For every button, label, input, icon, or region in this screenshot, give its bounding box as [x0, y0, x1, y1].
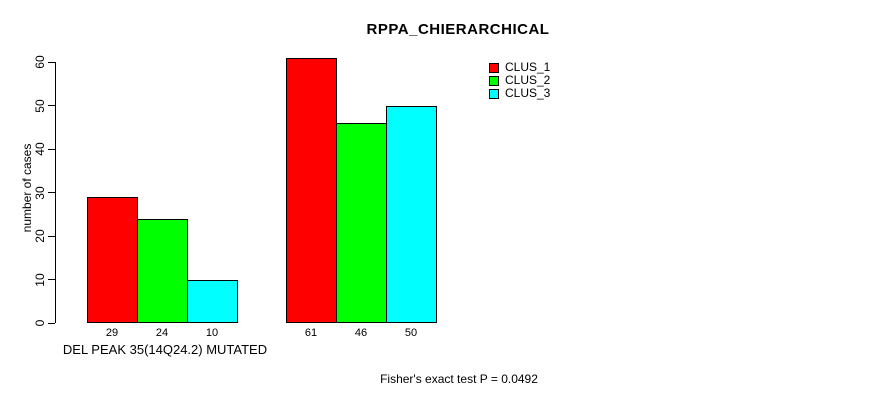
y-axis-label: number of cases	[20, 143, 34, 233]
bar-clus_3-group2	[386, 105, 437, 323]
bar-clus_3-group1	[187, 279, 238, 323]
y-tick-mark	[48, 279, 55, 280]
x-axis-group-label: DEL PEAK 35(14Q24.2) MUTATED	[62, 342, 268, 357]
y-tick-label: 60	[33, 55, 47, 69]
legend-label: CLUS_2	[505, 73, 551, 87]
bar-clus_1-group2	[286, 57, 337, 323]
y-tick-mark	[48, 235, 55, 237]
bar-value-label: 50	[404, 327, 418, 339]
legend: CLUS_1 CLUS_2 CLUS_3	[489, 61, 550, 100]
y-tick-mark	[48, 322, 55, 324]
fishers-test-annotation: Fisher's exact test P = 0.0492	[380, 372, 538, 386]
y-tick-label: 40	[33, 142, 47, 156]
legend-row-clus_3: CLUS_3	[489, 87, 550, 100]
legend-swatch-icon	[489, 75, 499, 86]
bar-value-label: 10	[205, 327, 219, 339]
bar-value-label: 61	[304, 327, 318, 339]
legend-swatch-icon	[489, 88, 499, 99]
chart-title: RPPA_CHIERARCHICAL	[366, 21, 550, 38]
y-tick-label: 20	[33, 229, 47, 243]
y-tick-mark	[48, 192, 55, 193]
y-tick-mark	[48, 148, 55, 150]
y-tick-label: 0	[33, 319, 47, 327]
y-tick-label: 30	[33, 185, 47, 200]
bar-clus_2-group1	[137, 218, 188, 323]
legend-label: CLUS_1	[505, 60, 551, 74]
y-tick-mark	[48, 105, 55, 106]
bar-value-label: 29	[105, 327, 119, 339]
y-axis-line	[55, 62, 56, 323]
bar-value-label: 46	[354, 327, 368, 339]
legend-row-clus_1: CLUS_1	[489, 61, 550, 74]
bar-value-label: 24	[155, 327, 169, 339]
legend-row-clus_2: CLUS_2	[489, 74, 550, 87]
y-tick-label: 50	[33, 98, 47, 113]
bar-clus_1-group1	[87, 196, 138, 323]
bar-clus_2-group2	[336, 122, 387, 323]
y-tick-mark	[48, 61, 55, 63]
legend-swatch-icon	[489, 62, 499, 73]
y-tick-label: 10	[33, 272, 47, 287]
legend-label: CLUS_3	[505, 86, 551, 100]
